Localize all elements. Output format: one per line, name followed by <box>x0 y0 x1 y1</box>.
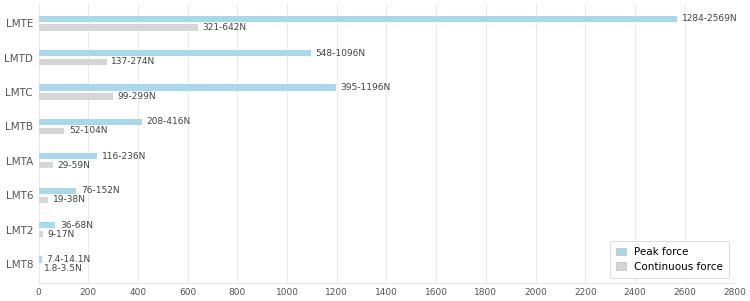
Bar <box>38 265 40 272</box>
Text: 7.4-14.1N: 7.4-14.1N <box>46 255 91 264</box>
Bar <box>38 24 198 31</box>
Bar <box>38 231 43 237</box>
Text: 395-1196N: 395-1196N <box>340 83 391 92</box>
Text: 76-152N: 76-152N <box>81 186 119 195</box>
Bar <box>38 84 336 91</box>
Text: 208-416N: 208-416N <box>146 117 190 126</box>
Text: 137-274N: 137-274N <box>111 57 155 67</box>
Bar <box>38 59 106 65</box>
Bar <box>38 197 48 203</box>
Bar <box>38 222 56 228</box>
Text: 1.8-3.5N: 1.8-3.5N <box>44 264 82 273</box>
Text: 321-642N: 321-642N <box>202 23 247 32</box>
Text: 548-1096N: 548-1096N <box>316 48 365 57</box>
Bar <box>38 256 42 263</box>
Bar <box>38 188 76 194</box>
Bar <box>38 119 142 125</box>
Text: 116-236N: 116-236N <box>102 152 146 161</box>
Bar <box>38 93 113 100</box>
Text: 9-17N: 9-17N <box>47 230 74 239</box>
Bar <box>38 50 311 56</box>
Text: 52-104N: 52-104N <box>69 126 107 135</box>
Bar <box>38 162 53 168</box>
Text: 36-68N: 36-68N <box>60 221 93 230</box>
Bar <box>38 153 98 160</box>
Bar <box>38 128 64 134</box>
Legend: Peak force, Continuous force: Peak force, Continuous force <box>610 241 729 278</box>
Text: 1284-2569N: 1284-2569N <box>682 14 737 23</box>
Text: 99-299N: 99-299N <box>117 92 156 101</box>
Bar <box>38 16 677 22</box>
Text: 19-38N: 19-38N <box>53 195 86 204</box>
Text: 29-59N: 29-59N <box>58 161 91 170</box>
